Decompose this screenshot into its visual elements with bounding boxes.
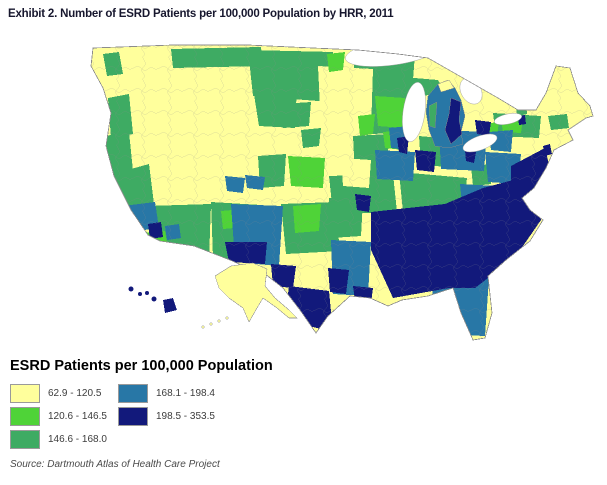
legend-swatch-class5: [118, 407, 148, 426]
legend-swatch-class1: [10, 384, 40, 403]
legend-item: 146.6 - 168.0: [10, 430, 108, 449]
legend-label: 198.5 - 353.5: [156, 411, 215, 422]
map-patches: [91, 45, 593, 340]
legend-swatch-class3: [10, 430, 40, 449]
exhibit-title: Exhibit 2. Number of ESRD Patients per 1…: [8, 8, 394, 20]
legend-label: 120.6 - 146.5: [48, 411, 107, 422]
legend-item: 120.6 - 146.5: [10, 407, 108, 426]
legend-label: 62.9 - 120.5: [48, 388, 102, 399]
legend-columns: 62.9 - 120.5 120.6 - 146.5 146.6 - 168.0…: [10, 384, 273, 453]
michigan-peninsula: [425, 79, 466, 149]
lake-erie: [462, 133, 498, 153]
source-note: Source: Dartmouth Atlas of Health Care P…: [10, 459, 220, 470]
legend-title: ESRD Patients per 100,000 Population: [10, 358, 273, 374]
us-outline: [90, 44, 594, 341]
legend-column-1: 62.9 - 120.5 120.6 - 146.5 146.6 - 168.0: [10, 384, 108, 453]
hawaii: [128, 286, 177, 313]
legend-label: 146.6 - 168.0: [48, 434, 107, 445]
map-legend: ESRD Patients per 100,000 Population 62.…: [10, 358, 273, 453]
legend-swatch-class2: [10, 407, 40, 426]
hrr-boundary-mesh: [91, 45, 593, 340]
lake-ontario: [494, 113, 522, 125]
legend-column-2: 168.1 - 198.4 198.5 - 353.5: [118, 384, 216, 430]
legend-item: 168.1 - 198.4: [118, 384, 216, 403]
legend-item: 198.5 - 353.5: [118, 407, 216, 426]
legend-label: 168.1 - 198.4: [156, 388, 215, 399]
us-choropleth-map: [90, 44, 594, 341]
lake-michigan: [402, 82, 426, 142]
legend-swatch-class4: [118, 384, 148, 403]
legend-item: 62.9 - 120.5: [10, 384, 108, 403]
alaska: [201, 262, 298, 329]
